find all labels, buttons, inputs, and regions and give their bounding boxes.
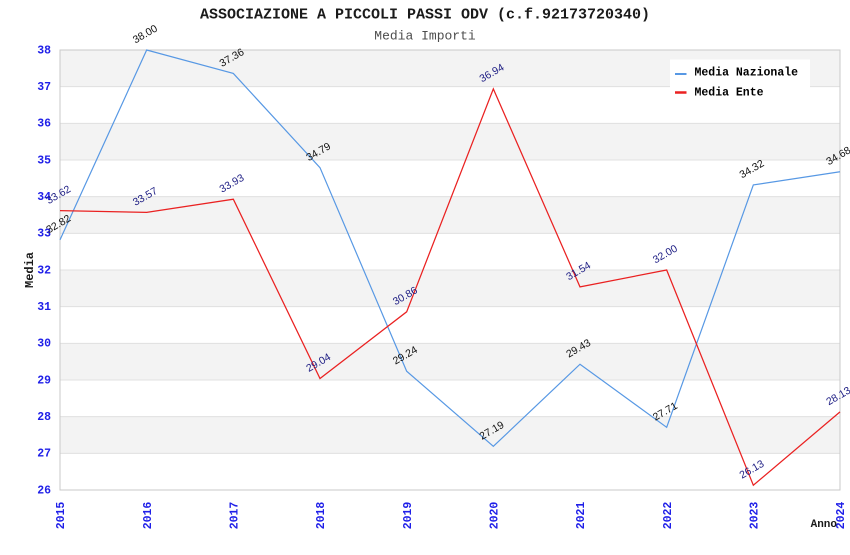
svg-text:29: 29 xyxy=(37,374,51,387)
svg-text:33: 33 xyxy=(37,228,51,241)
svg-text:30: 30 xyxy=(37,338,51,351)
svg-text:2022: 2022 xyxy=(662,502,675,530)
svg-text:31: 31 xyxy=(37,301,51,314)
svg-text:2017: 2017 xyxy=(229,502,242,530)
svg-text:32: 32 xyxy=(37,264,51,277)
svg-text:28: 28 xyxy=(37,411,51,424)
svg-text:Media Importi: Media Importi xyxy=(374,29,476,44)
svg-text:34: 34 xyxy=(37,191,51,204)
svg-text:Media Ente: Media Ente xyxy=(695,86,764,99)
svg-text:38: 38 xyxy=(37,44,51,57)
svg-text:2019: 2019 xyxy=(402,502,415,530)
svg-text:36: 36 xyxy=(37,118,51,131)
svg-text:Media: Media xyxy=(23,252,37,288)
svg-text:2016: 2016 xyxy=(142,502,155,530)
svg-text:27: 27 xyxy=(37,448,51,461)
svg-text:2023: 2023 xyxy=(749,502,762,530)
svg-text:26: 26 xyxy=(37,484,51,497)
svg-text:2018: 2018 xyxy=(315,502,328,530)
svg-text:2015: 2015 xyxy=(55,502,68,530)
svg-text:35: 35 xyxy=(37,154,51,167)
svg-text:ASSOCIAZIONE A PICCOLI PASSI O: ASSOCIAZIONE A PICCOLI PASSI ODV (c.f.92… xyxy=(200,7,650,24)
svg-text:Media Nazionale: Media Nazionale xyxy=(695,66,799,79)
svg-text:2024: 2024 xyxy=(835,502,848,530)
svg-text:2020: 2020 xyxy=(489,502,502,530)
svg-text:37: 37 xyxy=(37,81,51,94)
svg-text:Anno: Anno xyxy=(811,519,838,531)
svg-text:2021: 2021 xyxy=(575,502,588,530)
